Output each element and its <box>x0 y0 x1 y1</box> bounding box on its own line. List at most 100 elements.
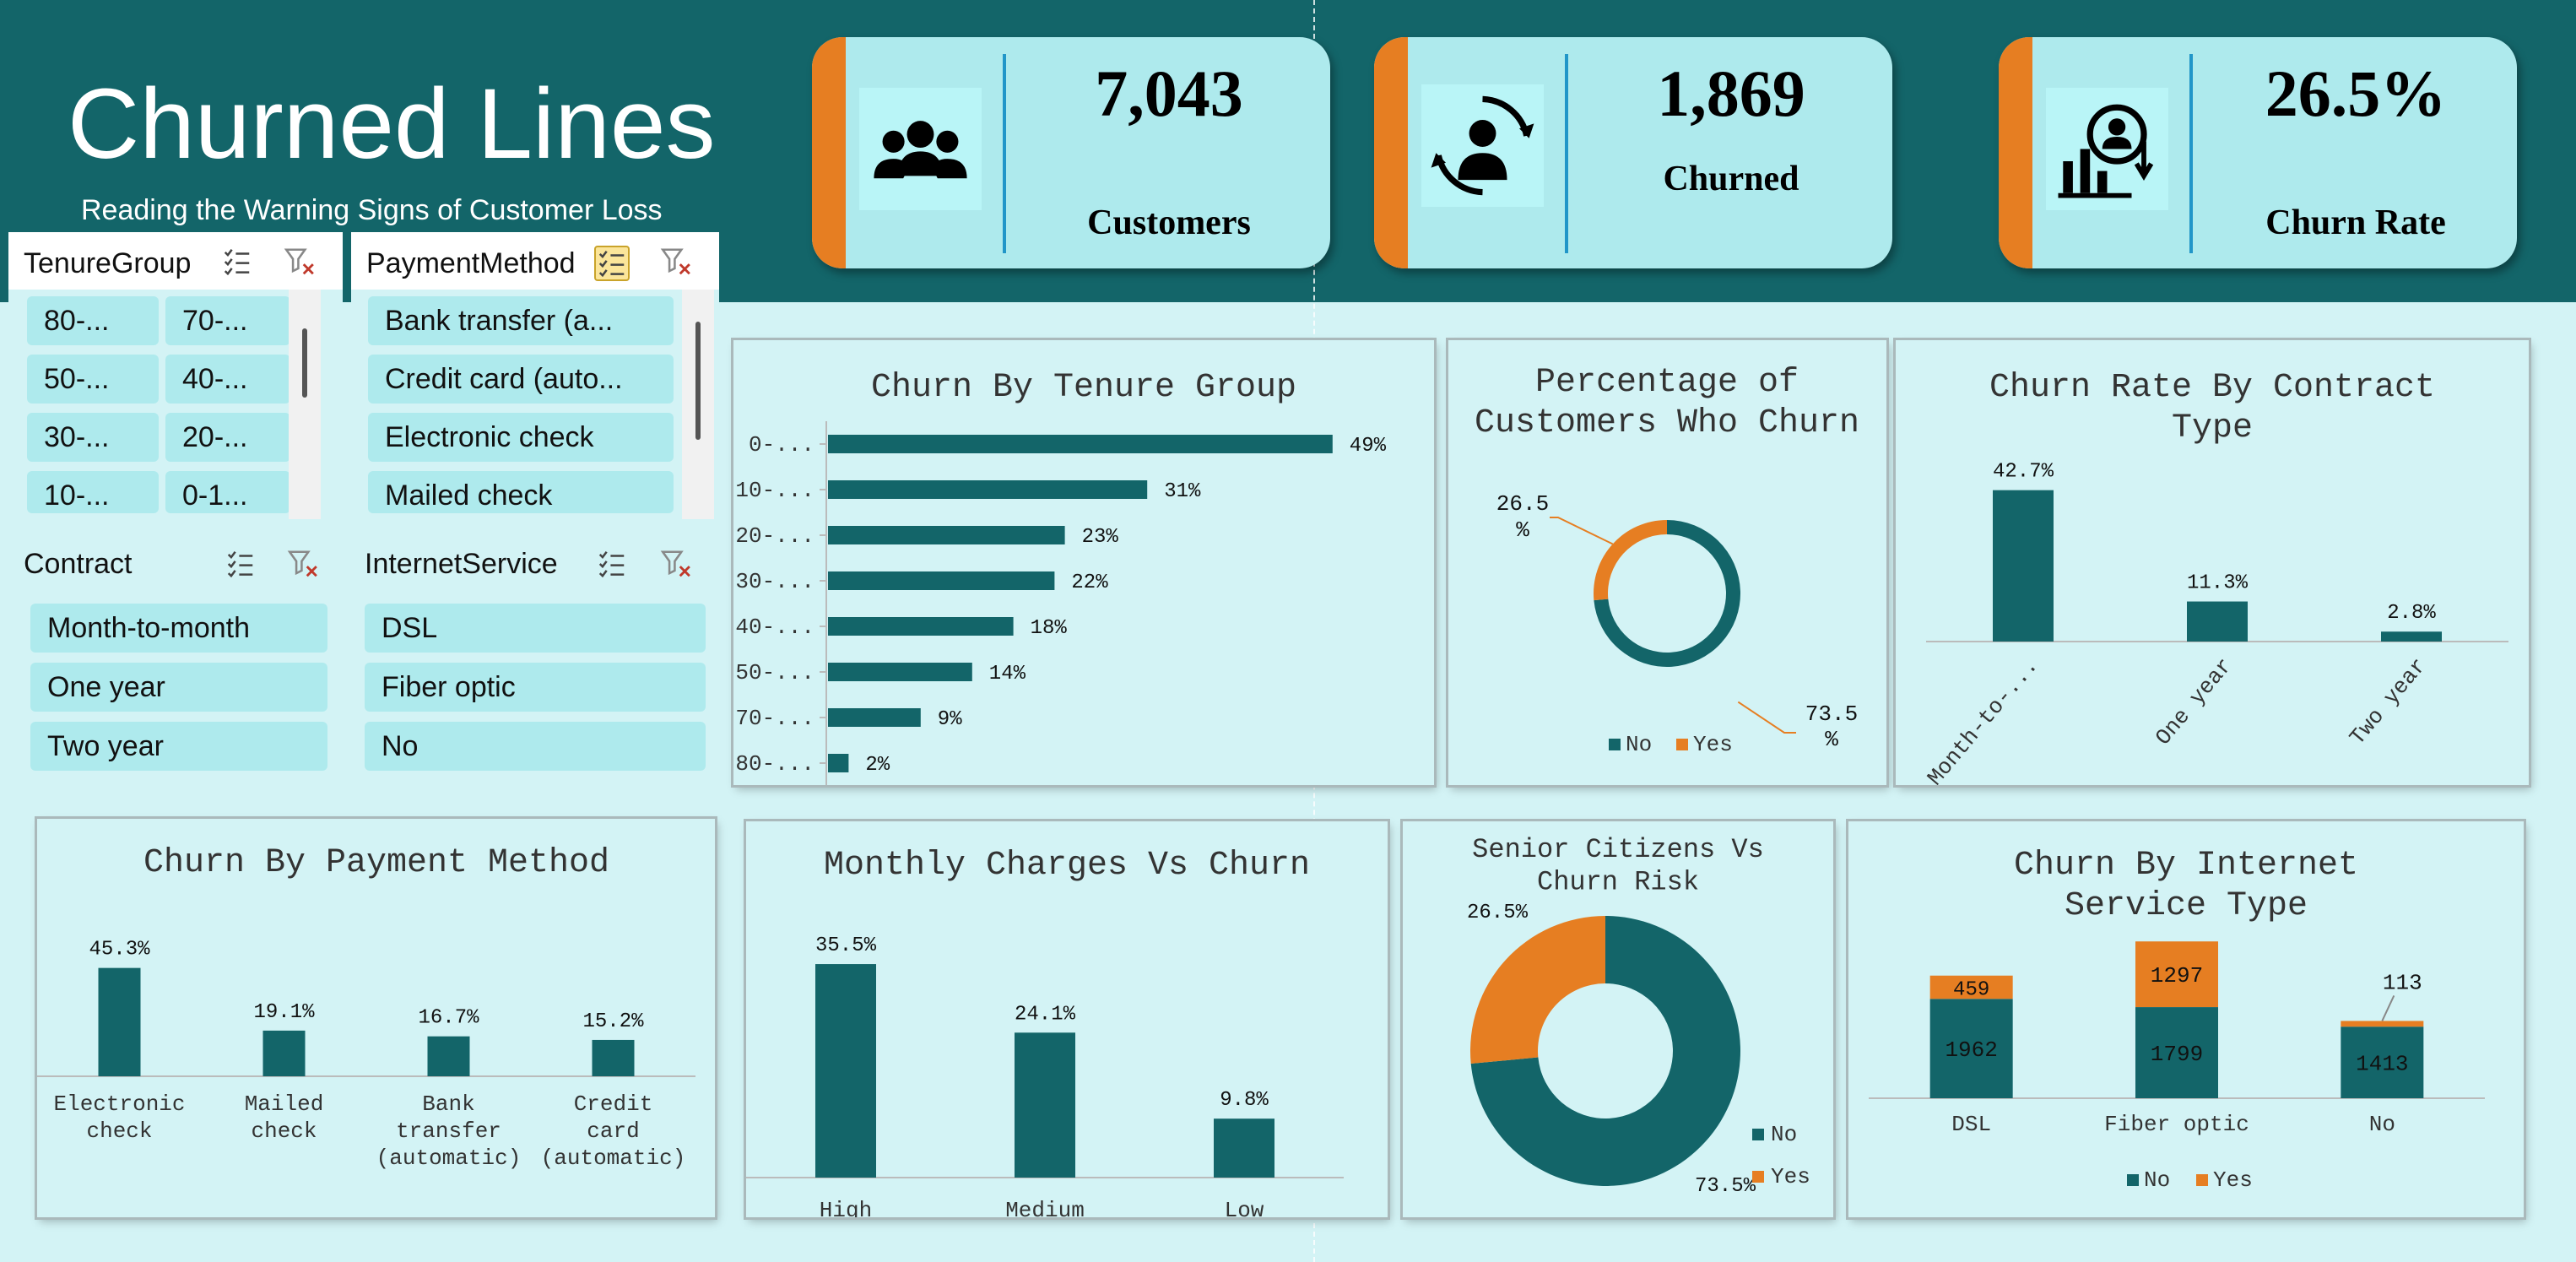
legend-label: Yes <box>1693 732 1733 757</box>
data-label: 1962 <box>1945 1037 1997 1063</box>
tick-label: Low <box>1225 1198 1264 1217</box>
slicer-header: Contract <box>8 528 343 585</box>
tick-label: 20-... <box>735 523 814 549</box>
data-label: 11.3% <box>2187 572 2249 595</box>
data-label: 14% <box>989 663 1026 685</box>
clear-filter-icon[interactable] <box>284 246 316 278</box>
chart-title: Percentage of <box>1535 364 1799 402</box>
clear-filter-icon[interactable] <box>287 548 319 580</box>
data-label: 9% <box>938 708 962 731</box>
slicer-item[interactable]: 0-1... <box>165 471 290 513</box>
slicer-item[interactable]: 70-... <box>165 296 290 345</box>
data-label: 73.5% <box>1695 1175 1756 1198</box>
chart-card-tenure: Churn By Tenure Group 0-... 49% 10-... 31% 20… <box>733 340 1434 785</box>
tick-label: Two year <box>2345 653 2432 750</box>
bar <box>828 663 972 681</box>
slicer-internet-service[interactable]: InternetService DSL Fiber optic No <box>351 528 719 777</box>
chart-card-monthly: Monthly Charges Vs Churn 35.5% High 24.1% Me… <box>746 821 1388 1217</box>
legend-swatch <box>2196 1174 2208 1186</box>
kpi-label: Customers <box>1087 203 1251 242</box>
slicer-item[interactable]: Bank transfer (a... <box>368 296 674 345</box>
chart-card-senior: Senior Citizens Vs Churn Risk 26.5% 73.5% No… <box>1403 821 1833 1217</box>
kpi-accent-stripe <box>812 37 846 268</box>
bar <box>262 1030 306 1076</box>
data-label: 18% <box>1031 617 1068 640</box>
data-label: 26.5% <box>1467 902 1529 924</box>
data-label: % <box>1825 727 1838 752</box>
kpi-divider <box>1565 54 1568 253</box>
churned-user-icon <box>1421 84 1544 207</box>
bar <box>828 754 849 772</box>
tick-label: 30-... <box>735 569 814 594</box>
chart-card-payment: Churn By Payment Method 45.3% Electronic ch… <box>37 819 715 1217</box>
bar <box>2381 631 2442 642</box>
slicer-item[interactable]: 80-... <box>27 296 159 345</box>
scrollbar-thumb[interactable] <box>302 328 307 398</box>
slicer-scrollbar[interactable] <box>682 290 714 519</box>
tick-label: 0-... <box>749 432 814 458</box>
slicer-header: TenureGroup <box>8 232 343 290</box>
tick-label: No <box>2369 1112 2395 1137</box>
slicer-item[interactable]: 20-... <box>165 413 290 462</box>
slicer-item[interactable]: Mailed check <box>368 471 674 513</box>
tick-label: 70-... <box>735 706 814 731</box>
clear-filter-icon[interactable] <box>660 548 692 580</box>
slicer-items: 80-... 70-... 50-... 40-... 30-... 20-..… <box>8 290 343 519</box>
multi-select-icon[interactable] <box>594 246 630 281</box>
multi-select-icon[interactable] <box>225 548 257 580</box>
slicer-item[interactable]: 40-... <box>165 355 290 404</box>
data-label: 49% <box>1350 435 1387 458</box>
slicer-scrollbar[interactable] <box>289 290 321 519</box>
bar <box>828 617 1014 636</box>
bar-segment <box>1929 999 2013 1098</box>
legend-label: Yes <box>1771 1164 1810 1189</box>
chart-title: Service Type <box>2065 887 2308 925</box>
slicer-header: InternetService <box>351 528 719 585</box>
multi-select-icon[interactable] <box>221 246 253 278</box>
multi-select-icon[interactable] <box>596 548 628 580</box>
kpi-value: 7,043 <box>1095 57 1243 130</box>
slicer-item[interactable]: No <box>365 722 706 771</box>
slicer-title: InternetService <box>365 548 558 580</box>
kpi-accent-stripe <box>1374 37 1408 268</box>
chart-monthly: Monthly Charges Vs Churn 35.5% High 24.1% Me… <box>746 847 1344 1217</box>
slicer-item[interactable]: Fiber optic <box>365 663 706 712</box>
slicer-item[interactable]: Month-to-month <box>30 604 327 653</box>
data-label: 1413 <box>2356 1052 2408 1077</box>
data-label: 9.8% <box>1220 1089 1269 1112</box>
data-label: 45.3% <box>89 939 150 961</box>
slicer-item[interactable]: One year <box>30 663 327 712</box>
tick-label: Electronic <box>53 1091 185 1117</box>
kpi-label: Churned <box>1663 160 1799 198</box>
legend-swatch <box>1609 739 1621 750</box>
bar <box>828 435 1333 453</box>
chart-title: Senior Citizens Vs <box>1472 834 1764 865</box>
chart-tenure: Churn By Tenure Group 0-... 49% 10-... 31% 20… <box>735 369 1387 785</box>
slicer-item[interactable]: Credit card (auto... <box>368 355 674 404</box>
slicer-payment-method[interactable]: PaymentMethod Bank transfer (a... Credit… <box>351 232 719 519</box>
chart-card-internet: Churn By Internet Service Type 1962 459 DSL 1… <box>1848 821 2524 1217</box>
clear-filter-icon[interactable] <box>660 246 692 278</box>
slicer-item[interactable]: 30-... <box>27 413 159 462</box>
slicer-item[interactable]: 50-... <box>27 355 159 404</box>
legend-label: Yes <box>2213 1167 2253 1193</box>
scrollbar-thumb[interactable] <box>695 322 701 440</box>
tick-label: 10-... <box>735 478 814 503</box>
slicer-item[interactable]: DSL <box>365 604 706 653</box>
tick-label: card <box>587 1118 639 1144</box>
slicer-item[interactable]: Electronic check <box>368 413 674 462</box>
legend-swatch <box>1752 1129 1764 1140</box>
pie-slice <box>1470 916 1740 1186</box>
chart-title: Type <box>2172 409 2253 447</box>
slicer-item[interactable]: Two year <box>30 722 327 771</box>
slicer-contract[interactable]: Contract Month-to-month One year Two yea… <box>8 528 343 777</box>
chart-title: Churn Risk <box>1537 866 1699 897</box>
legend-label: No <box>1626 732 1652 757</box>
data-label: 24.1% <box>1015 1003 1076 1026</box>
slicer-tenure-group[interactable]: TenureGroup 80-... 70-... 50-... 40-... … <box>8 232 343 519</box>
slicer-item[interactable]: 10-... <box>27 471 159 513</box>
data-label: 26.5 <box>1496 491 1549 517</box>
data-label: 16.7% <box>418 1007 479 1030</box>
tick-label: Medium <box>1005 1198 1085 1217</box>
data-label: 1297 <box>2151 963 2203 988</box>
